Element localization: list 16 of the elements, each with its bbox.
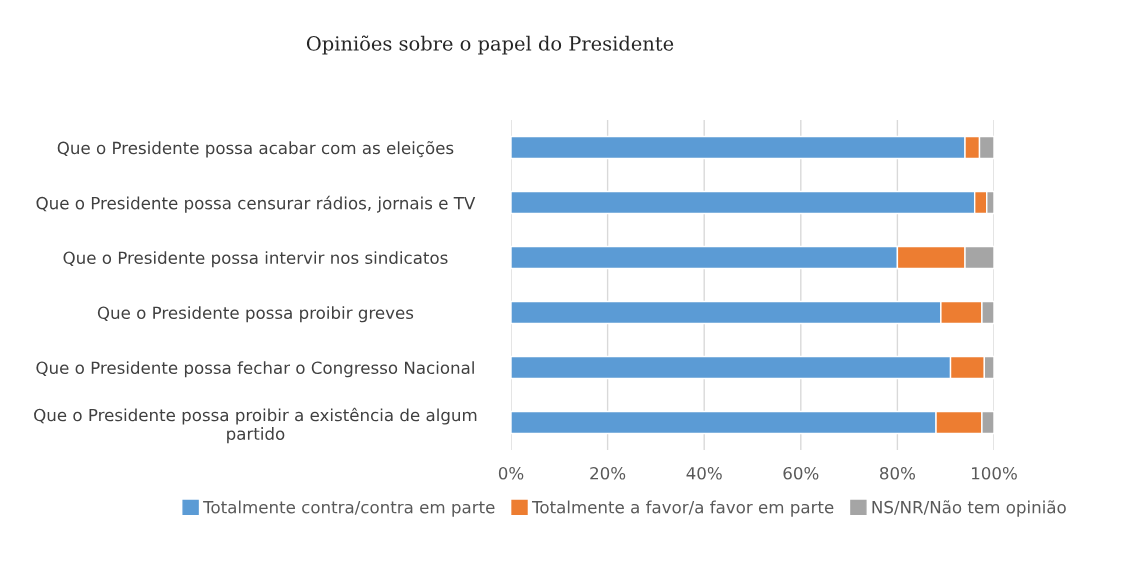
y-tick-label: Que o Presidente possa censurar rádios, jornais e TV <box>36 195 476 213</box>
y-tick-label: Que o Presidente possa fechar o Congresso Nacional <box>36 361 474 378</box>
legend-label: NS/NR/Não tem opinião <box>872 500 1066 517</box>
x-tick-label: 40% <box>686 466 722 480</box>
y-tick-label: Que o Presidente possa intervir nos sindicatos <box>63 251 448 268</box>
y-tick-label: Que o Presidente possa proibir greves <box>97 306 414 323</box>
legend-label: Totalmente contra/contra em parte <box>203 500 495 517</box>
x-tick-label: 80% <box>880 466 915 480</box>
legend-label: Totalmente a favor/a favor em parte <box>531 500 834 517</box>
x-tick-label: 60% <box>783 466 819 480</box>
chart-title: Opiniões sobre o papel do Presidente <box>306 35 674 55</box>
x-tick-label: 20% <box>590 466 626 480</box>
x-tick-label: 0% <box>498 466 524 480</box>
x-tick-label: 100% <box>972 466 1017 480</box>
y-tick-label: Que o Presidente possa acabar com as eleições <box>57 141 454 158</box>
y-tick-label: Que o Presidente possa proibir a existência de algum partido <box>34 407 477 444</box>
